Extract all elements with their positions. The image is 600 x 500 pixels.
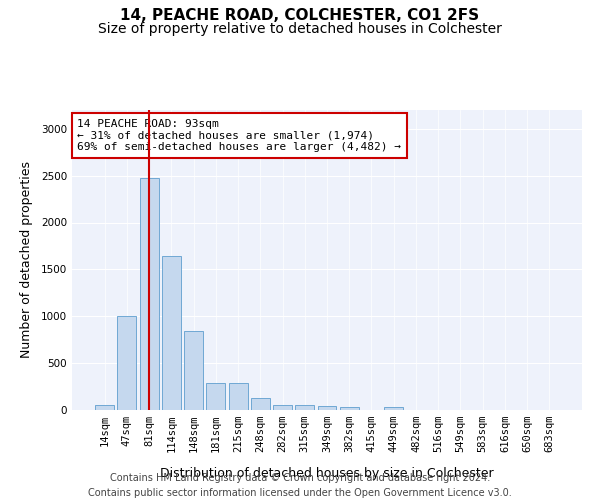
- Y-axis label: Number of detached properties: Number of detached properties: [20, 162, 32, 358]
- Bar: [118, 316, 136, 410]
- Text: Size of property relative to detached houses in Colchester: Size of property relative to detached ho…: [98, 22, 502, 36]
- Bar: [95, 406, 114, 410]
- Text: 14 PEACHE ROAD: 93sqm
← 31% of detached houses are smaller (1,974)
69% of semi-d: 14 PEACHE ROAD: 93sqm ← 31% of detached …: [77, 119, 401, 152]
- Text: Distribution of detached houses by size in Colchester: Distribution of detached houses by size …: [160, 467, 494, 480]
- Bar: [273, 406, 292, 410]
- Text: 14, PEACHE ROAD, COLCHESTER, CO1 2FS: 14, PEACHE ROAD, COLCHESTER, CO1 2FS: [121, 8, 479, 22]
- Bar: [206, 383, 225, 410]
- Text: Contains HM Land Registry data © Crown copyright and database right 2024.
Contai: Contains HM Land Registry data © Crown c…: [88, 472, 512, 498]
- Bar: [340, 407, 359, 410]
- Bar: [162, 256, 181, 410]
- Bar: [251, 398, 270, 410]
- Bar: [184, 331, 203, 410]
- Bar: [317, 406, 337, 410]
- Bar: [384, 407, 403, 410]
- Bar: [229, 383, 248, 410]
- Bar: [295, 406, 314, 410]
- Bar: [140, 178, 158, 410]
